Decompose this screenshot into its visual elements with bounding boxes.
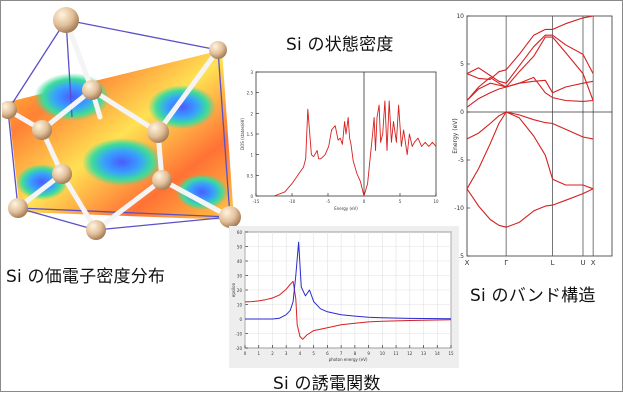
series-line [466, 188, 594, 228]
si-atom [2, 101, 17, 119]
unit-cell-edges [7, 19, 231, 231]
x-tick-label: -5 [326, 199, 330, 204]
series-line [466, 111, 594, 190]
y-axis-label: DOS (states/eV) [240, 118, 245, 150]
y-tick-label: 0 [250, 194, 253, 199]
y-tick-label: -10 [454, 205, 464, 212]
x-tick-label: 0 [363, 199, 366, 204]
si-atom [8, 198, 28, 218]
si-atom [209, 41, 227, 59]
series-line [466, 111, 594, 140]
x-tick-label: 10 [380, 351, 386, 356]
density-low-region [148, 85, 216, 129]
y-tick-label: -15 [454, 253, 464, 260]
y-tick-label: 10 [456, 13, 464, 20]
y-axis-label: Energy (eV) [452, 118, 459, 153]
valence-density-image [2, 7, 241, 240]
y-tick-label: -20 [235, 346, 242, 351]
x-axis-label: Energy (eV) [334, 206, 358, 211]
x-tick-label: U [580, 259, 585, 267]
x-tick-label: -15 [253, 199, 260, 204]
y-tick-label: 2.5 [247, 91, 254, 96]
x-tick-label: 11 [394, 351, 400, 356]
si-atom [82, 80, 102, 100]
y-tick-label: 40 [237, 259, 243, 264]
x-tick-label: Γ [504, 259, 508, 267]
x-tick-label: 12 [407, 351, 413, 356]
si-atom [152, 170, 172, 190]
si-atom [86, 220, 106, 240]
density-low-region [176, 174, 228, 210]
si-atom [53, 7, 79, 33]
series-line [245, 241, 452, 320]
dos-chart: 0 0.5 1 1.5 2 2.5 3 -15 -10 -5 0 5 10 Energy (eV) DOS … [240, 70, 439, 211]
x-tick-label: X [465, 259, 470, 267]
y-tick-label: -10 [235, 332, 242, 337]
x-tick-label: 1 [257, 351, 260, 356]
caption-band-structure: Si のバンド構造 [470, 286, 596, 306]
y-tick-label: 5 [460, 61, 464, 68]
density-low-region [82, 138, 162, 186]
caption-dielectric: Si の誘電関数 [273, 374, 381, 394]
y-tick-label: 10 [237, 303, 243, 308]
y-tick-label: 20 [237, 288, 243, 293]
x-tick-label: 4 [299, 351, 302, 356]
x-tick-label: 9 [367, 351, 370, 356]
x-tick-label: 13 [421, 351, 427, 356]
si-atom [52, 164, 72, 184]
y-tick-label: -5 [458, 157, 464, 164]
caption-density-of-states: Si の状態密度 [286, 35, 394, 55]
series-line [466, 79, 594, 108]
x-tick-label: L [551, 259, 555, 267]
series-line [466, 15, 594, 80]
x-tick-label: 2 [271, 351, 274, 356]
x-tick-label: 5 [312, 351, 315, 356]
series-line [466, 34, 594, 84]
y-tick-label: 30 [237, 274, 243, 279]
x-tick-label: 3 [285, 351, 288, 356]
y-tick-label: 0.5 [247, 173, 254, 178]
si-atom [32, 120, 52, 140]
series-line [466, 36, 594, 101]
y-tick-label: 1.5 [247, 132, 254, 137]
x-axis-label: photon energy (eV) [329, 357, 368, 362]
x-tick-label: X [591, 259, 596, 267]
series-line [273, 100, 437, 197]
series-line [244, 280, 452, 340]
x-tick-label: 7 [340, 351, 343, 356]
x-tick-label: 10 [433, 199, 439, 204]
x-tick-label: -10 [289, 199, 296, 204]
y-tick-label: 0 [460, 109, 464, 116]
y-tick-label: 3 [250, 70, 253, 75]
x-tick-label: 5 [399, 199, 402, 204]
y-tick-label: 0 [239, 317, 242, 322]
x-tick-label: 8 [354, 351, 357, 356]
si-atom [219, 206, 241, 228]
x-tick-label: 14 [435, 351, 441, 356]
x-tick-label: 15 [448, 351, 454, 356]
y-axis-label: epsilon [231, 282, 236, 297]
y-tick-label: 50 [237, 245, 243, 250]
y-tick-label: 60 [237, 230, 243, 235]
y-tick-label: 2 [250, 111, 253, 116]
plot-area [466, 15, 613, 257]
y-tick-label: 1 [250, 153, 253, 158]
caption-valence-density: Si の価電子密度分布 [6, 267, 166, 287]
x-tick-label: 0 [244, 351, 247, 356]
si-atom [147, 121, 169, 143]
x-tick-label: 6 [326, 351, 329, 356]
